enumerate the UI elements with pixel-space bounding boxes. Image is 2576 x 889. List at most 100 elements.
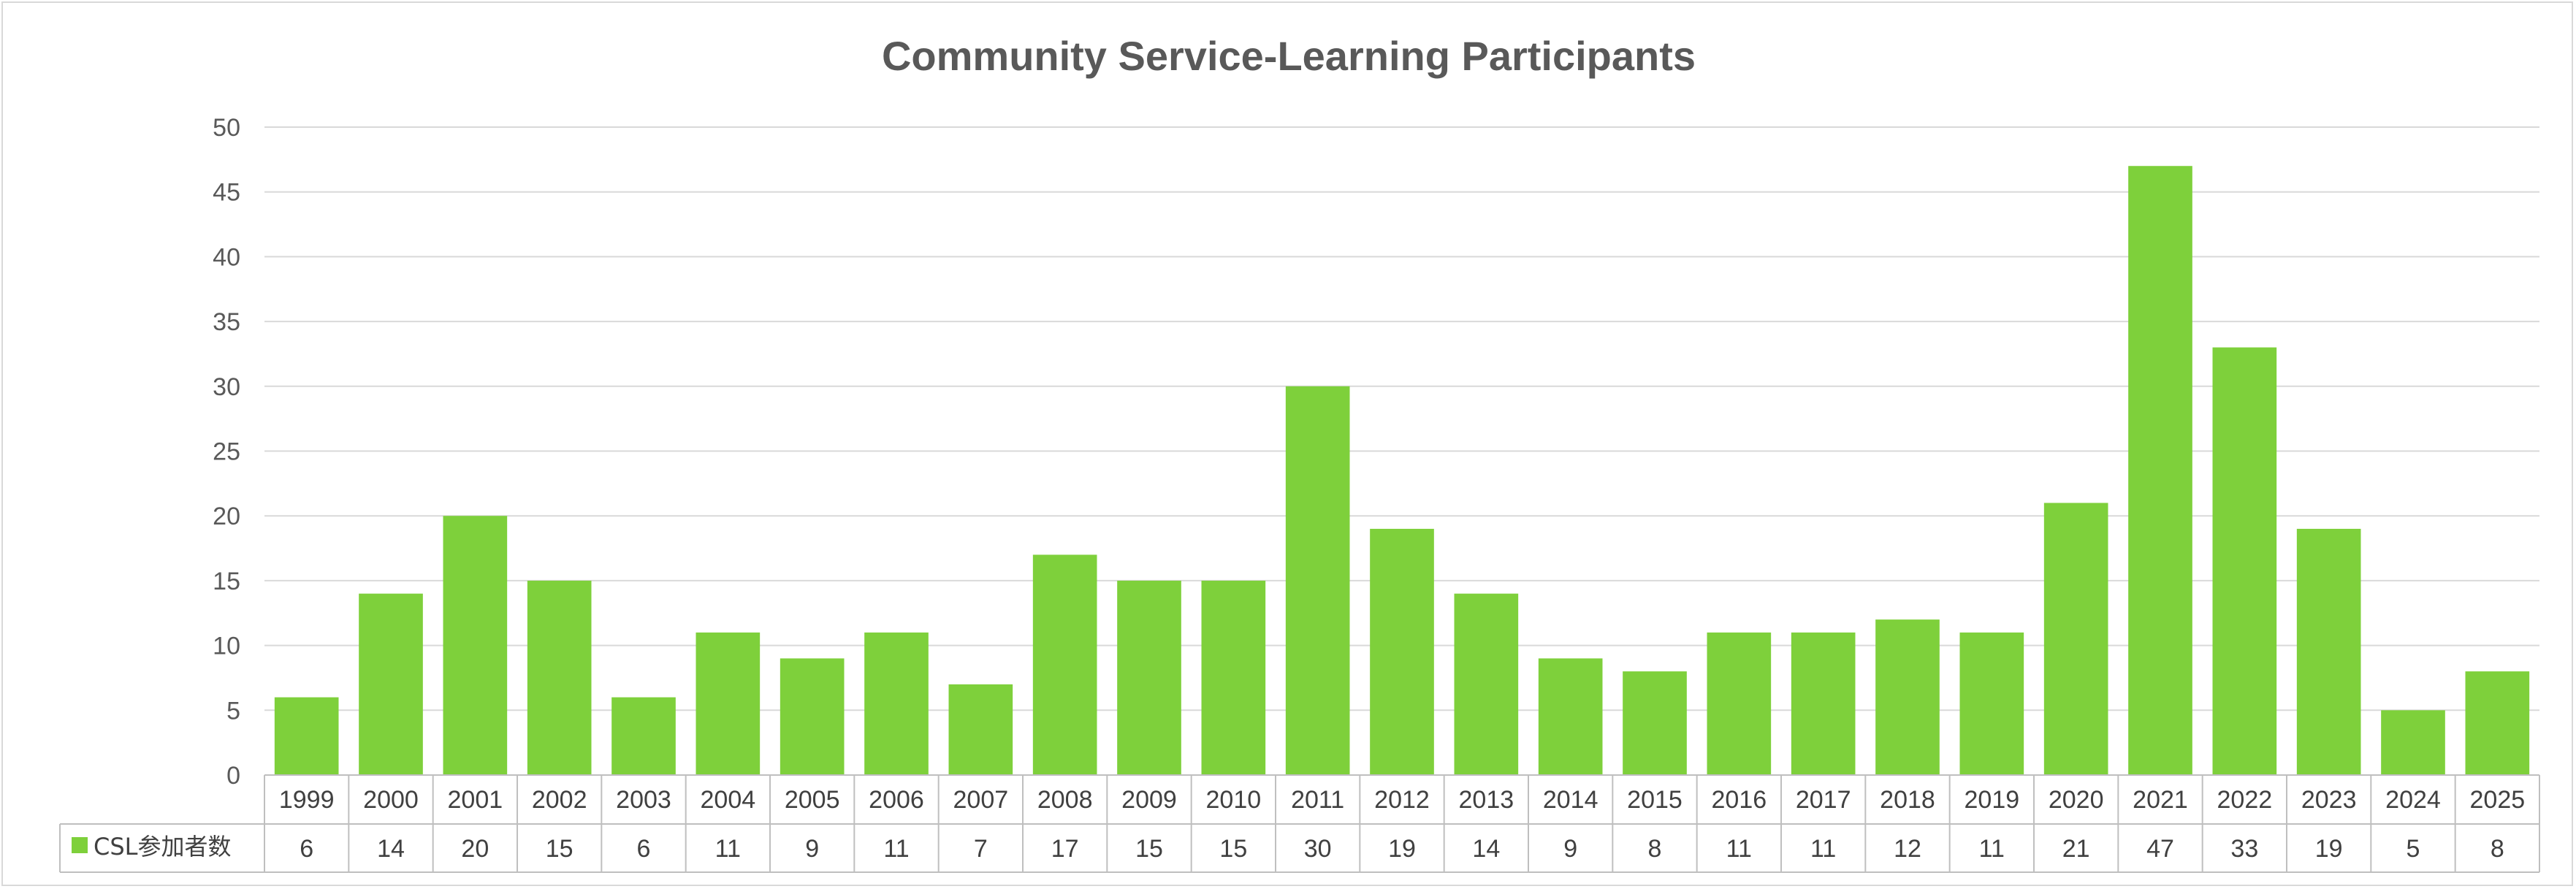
bar [1285, 386, 1350, 775]
chart-title: Community Service-Learning Participants [882, 33, 1696, 79]
legend-label: CSL参加者数 [94, 833, 232, 861]
x-tick-label: 2008 [1037, 786, 1093, 814]
x-tick-label: 2012 [1374, 786, 1430, 814]
y-tick-label: 0 [226, 762, 240, 790]
bar [2381, 710, 2445, 775]
y-tick-label: 10 [213, 633, 240, 660]
x-tick-label: 2016 [1712, 786, 1767, 814]
table-value: 7 [974, 835, 988, 863]
table-value: 14 [377, 835, 405, 863]
bar [1538, 658, 1603, 775]
y-tick-label: 35 [213, 308, 240, 336]
bar [2043, 503, 2108, 775]
x-tick-label: 2023 [2301, 786, 2357, 814]
table-value: 11 [1810, 835, 1836, 863]
x-tick-label: 2001 [448, 786, 503, 814]
x-tick-label: 2024 [2385, 786, 2441, 814]
table-value: 6 [300, 835, 313, 863]
x-tick-label: 2017 [1796, 786, 1851, 814]
table-value: 21 [2062, 835, 2090, 863]
x-tick-label: 2006 [869, 786, 924, 814]
bar [2128, 166, 2192, 776]
table-value: 14 [1472, 835, 1500, 863]
bar [1707, 632, 1772, 775]
table-value: 5 [2407, 835, 2420, 863]
table-value: 19 [2315, 835, 2343, 863]
bar [1791, 632, 1856, 775]
bar [696, 632, 761, 775]
bar [1117, 580, 1181, 775]
table-value: 33 [2230, 835, 2258, 863]
bar [1032, 554, 1097, 775]
bar [443, 516, 508, 775]
bar [780, 658, 845, 775]
bar [2465, 671, 2530, 775]
bar [1623, 671, 1687, 775]
x-tick-label: 2011 [1291, 786, 1344, 814]
table-value: 11 [1726, 835, 1752, 863]
table-value: 15 [546, 835, 573, 863]
bar [1959, 632, 2024, 775]
legend-swatch [72, 837, 88, 853]
bar [2212, 347, 2277, 776]
table-value: 9 [805, 835, 819, 863]
y-tick-label: 50 [213, 114, 240, 142]
y-axis-ticks: 0 5 10 15 20 25 30 35 40 45 50 [213, 114, 240, 790]
x-tick-label: 2021 [2133, 786, 2188, 814]
x-tick-label: 2025 [2470, 786, 2526, 814]
bar [948, 684, 1013, 775]
bar [527, 580, 592, 775]
x-tick-label: 2003 [616, 786, 671, 814]
table-value: 20 [461, 835, 489, 863]
y-tick-label: 20 [213, 503, 240, 530]
x-tick-label: 2002 [532, 786, 587, 814]
table-value: 19 [1388, 835, 1416, 863]
table-value: 8 [2491, 835, 2504, 863]
bar [864, 632, 929, 775]
bar [2296, 528, 2361, 775]
y-tick-label: 45 [213, 179, 240, 207]
x-tick-label: 2019 [1965, 786, 2020, 814]
bar [611, 697, 676, 775]
bar [1875, 619, 1940, 775]
x-tick-label: 2020 [2049, 786, 2104, 814]
bar [1454, 593, 1519, 775]
table-value: 15 [1135, 835, 1163, 863]
x-tick-label: 2007 [953, 786, 1009, 814]
table-value: 6 [637, 835, 651, 863]
table-value: 8 [1648, 835, 1662, 863]
x-tick-label: 2004 [701, 786, 756, 814]
y-tick-label: 5 [226, 697, 240, 725]
bar [274, 697, 339, 775]
table-value: 30 [1304, 835, 1332, 863]
table-value: 11 [1979, 835, 2005, 863]
x-tick-label: 2014 [1543, 786, 1598, 814]
y-tick-label: 15 [213, 568, 240, 595]
x-tick-label: 2013 [1459, 786, 1514, 814]
bar [1370, 528, 1434, 775]
y-tick-label: 40 [213, 243, 240, 271]
y-tick-label: 30 [213, 373, 240, 401]
table-value: 11 [883, 835, 909, 863]
table-value: 17 [1051, 835, 1079, 863]
x-tick-label: 2018 [1880, 786, 1935, 814]
x-tick-label: 2009 [1121, 786, 1177, 814]
x-tick-label: 2015 [1627, 786, 1683, 814]
table-value: 11 [715, 835, 741, 863]
y-tick-label: 25 [213, 438, 240, 466]
x-tick-label: 1999 [279, 786, 335, 814]
x-tick-label: 2010 [1206, 786, 1262, 814]
bar [1201, 580, 1266, 775]
table-value: 12 [1894, 835, 1921, 863]
table-value: 47 [2146, 835, 2174, 863]
x-tick-label: 2022 [2217, 786, 2273, 814]
table-value: 15 [1219, 835, 1247, 863]
bar [359, 593, 423, 775]
data-table: 1999 6 2000 14 2001 20 2002 15 2003 6 2004 11 2005 9 2… [59, 774, 2540, 873]
x-tick-label: 2005 [785, 786, 840, 814]
table-value: 9 [1563, 835, 1577, 863]
bars [274, 166, 2530, 776]
x-tick-label: 2000 [363, 786, 419, 814]
chart-svg: Community Service-Learning Participants … [59, 33, 2540, 873]
